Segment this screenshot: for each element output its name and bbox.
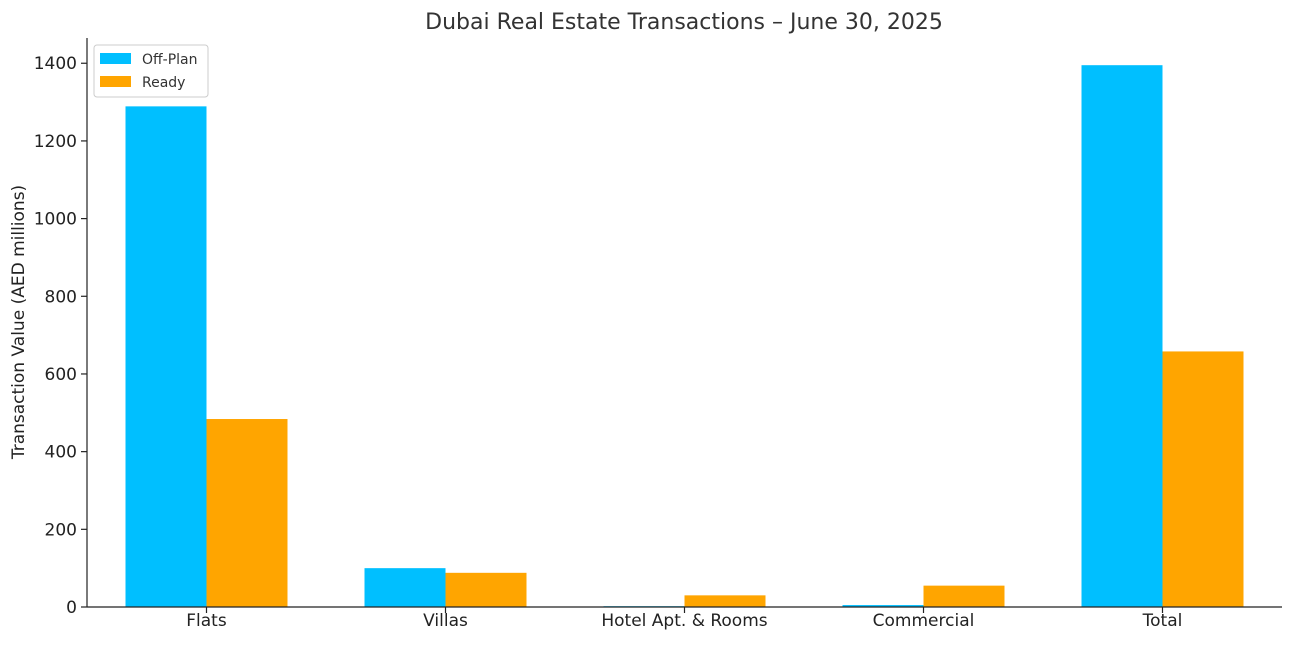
x-tick-label: Hotel Apt. & Rooms [601,611,767,631]
legend-label-ready: Ready [142,75,185,91]
plot-area: 0 200 400 600 800 1000 1200 1400 Flats Villas Hote… [34,38,1282,631]
bar-off-plan-villas [364,568,446,607]
x-tick-label: Flats [186,611,227,631]
y-tick-label: 1200 [34,132,77,152]
y-tick-label: 1000 [34,210,77,230]
legend-swatch-ready [100,76,131,87]
y-tick-label: 600 [45,365,77,385]
legend-label-off-plan: Off-Plan [142,52,198,68]
legend-swatch-off-plan [100,53,131,64]
bar-ready-commercial [923,585,1005,607]
legend: Off-Plan Ready [93,44,209,98]
y-tick-label: 800 [45,287,77,307]
bar-off-plan-flats [125,106,207,608]
bar-off-plan-total [1081,65,1163,607]
y-tick-label: 1400 [34,54,77,74]
x-tick-label: Total [1142,611,1183,631]
chart-title: Dubai Real Estate Transactions – June 30… [425,10,943,35]
bar-ready-total [1162,351,1244,607]
bar-ready-villas [445,572,527,607]
x-tick-label: Villas [423,611,468,631]
bar-ready-flats [206,419,288,607]
x-tick-label: Commercial [873,611,975,631]
y-axis-label: Transaction Value (AED millions) [9,185,29,460]
y-tick-label: 200 [45,520,77,540]
y-tick-label: 400 [45,443,77,463]
bar-ready-hotel-apt-rooms [684,595,766,607]
y-tick-label: 0 [66,598,77,618]
bar-off-plan-commercial [842,605,924,607]
